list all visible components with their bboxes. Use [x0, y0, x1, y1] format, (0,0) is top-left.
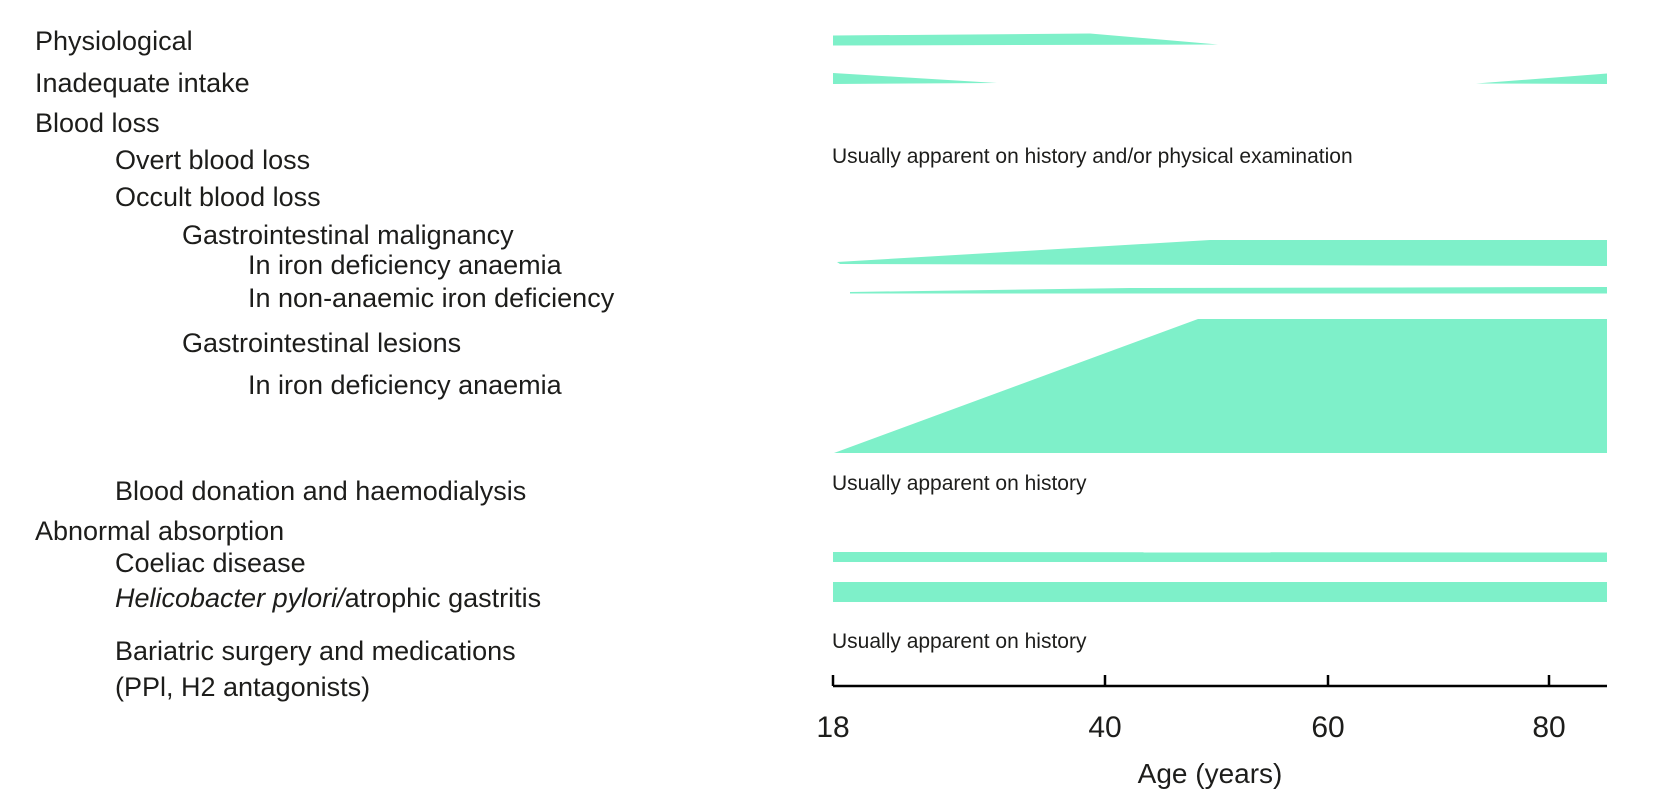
x-axis-title: Age (years) — [1137, 758, 1283, 789]
band-helicobacter-pylori-atrophic-gastritis — [833, 582, 1607, 602]
row-label-inadequate-intake: Inadequate intake — [35, 68, 250, 98]
atrophic-gastritis-text: atrophic gastritis — [344, 583, 542, 613]
row-label-malignancy-naid: In non-anaemic iron deficiency — [248, 283, 615, 313]
band-physiological — [833, 33, 1218, 46]
row-label-blood-loss: Blood loss — [35, 108, 160, 138]
row-label-bariatric-surgery: Bariatric surgery and medications — [115, 636, 516, 666]
x-axis-tick-label-80: 80 — [1532, 711, 1565, 744]
band-gastrointestinal-malignancy-in-non-anaemic-iron-deficiency — [850, 287, 1607, 294]
row-label-h-pylori-gastritis: Helicobacter pylori/atrophic gastritis — [115, 585, 541, 612]
row-label-overt-blood-loss: Overt blood loss — [115, 145, 311, 175]
row-label-blood-donation: Blood donation and haemodialysis — [115, 476, 527, 506]
band-inadequate-intake-young- — [833, 73, 997, 84]
row-label-occult-blood-loss: Occult blood loss — [115, 182, 321, 212]
row-label-gi-malignancy: Gastrointestinal malignancy — [182, 220, 514, 250]
band-gastrointestinal-lesions-in-iron-deficiency-anaemia — [834, 319, 1607, 453]
row-label-gi-lesions: Gastrointestinal lesions — [182, 328, 462, 358]
x-axis-tick-label-40: 40 — [1088, 711, 1121, 744]
x-axis-tick-label-18: 18 — [816, 711, 849, 744]
x-axis-tick-label-60: 60 — [1311, 711, 1344, 744]
band-inadequate-intake-older- — [1476, 73, 1607, 84]
row-label-ppl-h2-antagonists: (PPl, H2 antagonists) — [115, 672, 371, 702]
row-label-malignancy-ida: In iron deficiency anaemia — [248, 250, 562, 280]
row-label-coeliac-disease: Coeliac disease — [115, 548, 306, 578]
annotation-overt-blood-loss: Usually apparent on history and/or physi… — [832, 145, 1353, 168]
annotation-bariatric-surgery: Usually apparent on history — [832, 630, 1087, 653]
band-gastrointestinal-malignancy-in-iron-deficiency-anaemia — [837, 240, 1607, 266]
row-label-physiological: Physiological — [35, 26, 193, 56]
h-pylori-italic-text: Helicobacter pylori/ — [115, 583, 345, 613]
row-label-abnormal-absorption: Abnormal absorption — [35, 516, 285, 546]
row-label-lesions-ida: In iron deficiency anaemia — [248, 370, 562, 400]
band-coeliac-disease — [833, 552, 1607, 562]
annotation-blood-donation: Usually apparent on history — [832, 472, 1087, 495]
